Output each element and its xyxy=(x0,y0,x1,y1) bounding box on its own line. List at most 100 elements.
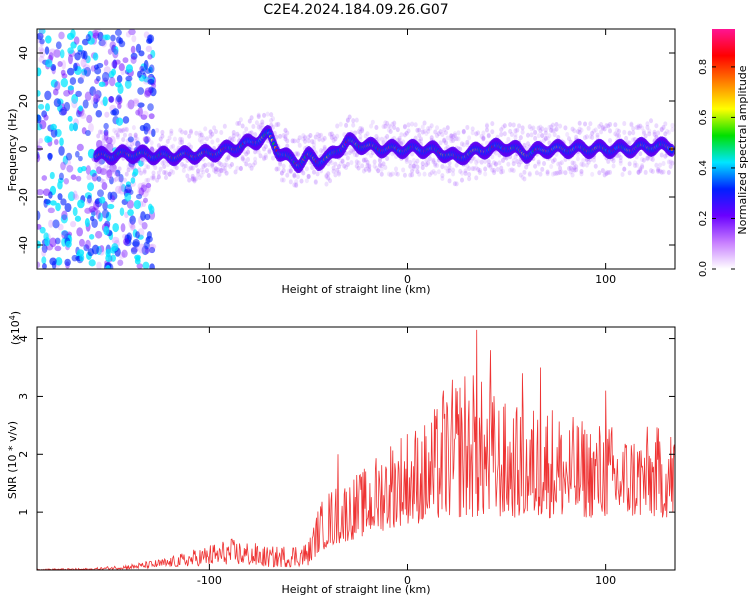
spectrogram-halo xyxy=(231,137,236,143)
spectrogram-halo xyxy=(638,123,643,129)
spectrogram-halo xyxy=(481,136,486,142)
spectrogram-halo xyxy=(354,163,359,169)
spectrogram-halo xyxy=(640,164,645,170)
spectrogram-noise-blob xyxy=(106,142,114,153)
spectrogram-halo xyxy=(187,133,192,139)
spectrogram-noise-blob xyxy=(96,75,101,82)
spectrogram-halo xyxy=(199,139,204,145)
spectrogram-halo xyxy=(196,169,201,175)
spectrogram-noise-blob xyxy=(70,41,77,49)
spectrogram-halo xyxy=(205,168,210,174)
spectrogram-halo xyxy=(295,151,300,157)
spectrogram-noise-blob xyxy=(101,71,110,82)
spectrogram-halo xyxy=(566,166,571,172)
spectrogram-halo xyxy=(183,130,188,136)
spectrogram-halo xyxy=(666,170,671,176)
spectrogram-halo xyxy=(383,136,388,142)
snr-y-tick-label: 4 xyxy=(17,335,30,342)
spectrogram-halo xyxy=(119,128,124,134)
spectrogram-noise-blob xyxy=(109,176,114,185)
spectrogram-noise-blob xyxy=(69,123,74,132)
spectrogram-halo xyxy=(597,170,602,176)
spectrogram-halo xyxy=(114,130,119,136)
spectrogram-halo xyxy=(490,129,495,135)
spectrogram-noise-blob xyxy=(149,87,157,97)
spectrogram-noise-blob xyxy=(78,105,83,112)
spectrogram-halo xyxy=(476,158,481,164)
spectrogram-noise-blob xyxy=(121,249,128,258)
spectrogram-halo xyxy=(574,167,579,173)
spectrogram-halo xyxy=(608,128,613,134)
spectrogram-halo xyxy=(115,172,120,178)
spectrogram-halo xyxy=(221,165,226,171)
spectrogram-noise-blob xyxy=(107,203,115,210)
spectrogram-halo xyxy=(283,127,288,133)
spectrogram-halo xyxy=(484,127,489,133)
spectrogram-x-tick-label: 100 xyxy=(595,273,616,286)
spectrogram-halo xyxy=(549,127,554,133)
spectrogram-halo xyxy=(386,127,391,133)
spectrogram-halo xyxy=(297,142,302,148)
spectrogram-noise-blob xyxy=(124,239,132,247)
spectrogram-halo xyxy=(608,121,613,127)
spectrogram-halo xyxy=(636,170,641,176)
spectrogram-halo xyxy=(226,155,231,161)
spectrogram-halo xyxy=(438,140,443,146)
spectrogram-noise-blob xyxy=(145,45,153,53)
spectrogram-halo xyxy=(460,170,465,176)
spectrogram-halo xyxy=(313,179,318,185)
spectrogram-halo xyxy=(447,160,452,166)
spectrogram-halo xyxy=(424,131,429,137)
spectrogram-noise-blob xyxy=(125,75,133,82)
spectrogram-noise-blob xyxy=(48,48,57,55)
spectrogram-noise-blob xyxy=(72,194,80,201)
spectrogram-noise-blob xyxy=(143,126,149,135)
spectrogram-halo xyxy=(522,169,527,175)
spectrogram-halo xyxy=(590,134,595,140)
spectrogram-halo xyxy=(418,138,423,144)
spectrogram-noise-blob xyxy=(91,172,98,182)
spectrogram-noise-blob xyxy=(57,60,63,67)
spectrogram-halo xyxy=(649,168,654,174)
spectrogram-halo xyxy=(593,127,598,133)
spectrogram-noise-blob xyxy=(71,93,79,104)
spectrogram-halo xyxy=(636,123,641,129)
spectrogram-halo xyxy=(233,169,238,175)
spectrogram-halo xyxy=(263,144,268,150)
spectrogram-marks xyxy=(37,29,675,269)
spectrogram-halo xyxy=(411,158,416,164)
spectrogram-halo xyxy=(126,164,131,170)
spectrogram-halo xyxy=(306,174,311,180)
spectrogram-halo xyxy=(492,167,497,173)
spectrogram-halo xyxy=(376,136,381,142)
spectrogram-halo xyxy=(124,126,129,132)
spectrogram-halo xyxy=(536,133,541,139)
spectrogram-noise-blob xyxy=(140,68,146,75)
spectrogram-halo xyxy=(356,160,361,166)
spectrogram-noise-blob xyxy=(74,52,81,61)
spectrogram-halo xyxy=(156,170,161,176)
spectrogram-halo xyxy=(137,167,142,173)
spectrogram-halo xyxy=(349,160,354,166)
spectrogram-halo xyxy=(351,118,356,124)
spectrogram-halo xyxy=(533,163,538,169)
spectrogram-halo xyxy=(624,135,629,141)
spectrogram-halo xyxy=(591,128,596,134)
spectrogram-halo xyxy=(451,171,456,177)
spectrogram-halo xyxy=(224,162,229,168)
spectrogram-halo xyxy=(538,124,543,130)
spectrogram-halo xyxy=(379,163,384,169)
spectrogram-halo xyxy=(390,171,395,177)
spectrogram-halo xyxy=(410,121,415,127)
colorbar-gradient xyxy=(712,29,735,269)
spectrogram-halo xyxy=(185,173,190,179)
spectrogram-halo xyxy=(645,155,650,161)
spectrogram-halo xyxy=(101,134,106,140)
spectrogram-halo xyxy=(417,171,422,177)
spectrogram-noise-blob xyxy=(50,200,57,206)
svg-text:(x104): (x104) xyxy=(8,311,22,345)
spectrogram-halo xyxy=(550,128,555,134)
spectrogram-halo xyxy=(299,178,304,184)
spectrogram-halo xyxy=(172,136,177,142)
spectrogram-halo xyxy=(631,137,636,143)
